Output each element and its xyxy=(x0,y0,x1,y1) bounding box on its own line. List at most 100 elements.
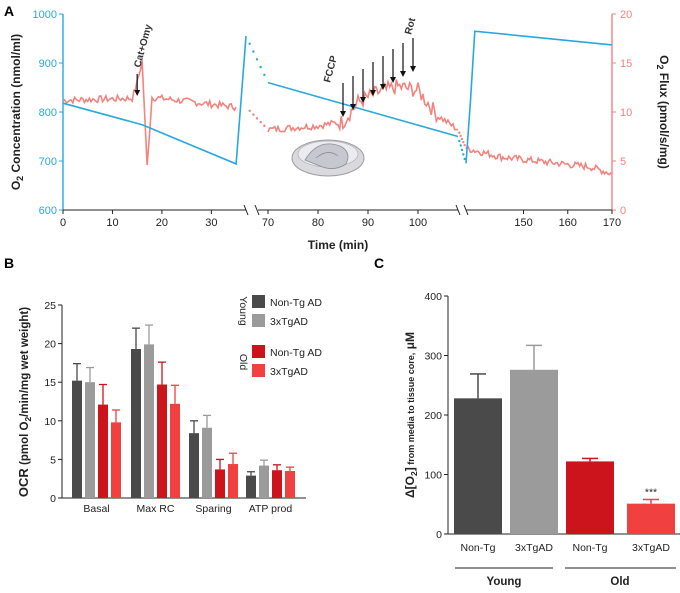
panel-c-bar xyxy=(510,369,558,534)
panel-b-y-tick-label: 15 xyxy=(44,377,56,389)
legend-label: Non-Tg AD xyxy=(270,297,322,309)
panel-b-chart: 0 5 10 15 20 25 Basal Max RC Sparing ATP prod No… xyxy=(16,295,322,515)
x-tick-label: 150 xyxy=(514,217,532,229)
x-tick-label: 0 xyxy=(60,217,66,229)
panel-b-bar xyxy=(144,344,154,498)
panel-a-chart: 600 700 800 900 1000 0 5 10 15 20 0 10 20 30 70 80 90 100… xyxy=(9,9,671,252)
injection-arrowhead xyxy=(400,71,406,77)
panel-b-bar xyxy=(272,470,282,498)
panel-label-b: B xyxy=(4,255,14,271)
panel-b-bar xyxy=(170,403,180,498)
injection-arrowhead xyxy=(350,104,356,110)
legend-swatch xyxy=(252,364,265,377)
gap-dot xyxy=(463,143,466,147)
gap-dot xyxy=(460,148,464,152)
injection-arrowhead xyxy=(360,97,366,103)
legend-label: Non-Tg AD xyxy=(270,347,322,359)
panel-b-bar xyxy=(202,427,212,498)
injection-arrowhead xyxy=(370,90,376,96)
injection-arrowhead xyxy=(134,90,141,96)
legend-label: 3xTgAD xyxy=(270,366,308,378)
tissue-slice-illustration xyxy=(291,139,365,177)
panel-b-category-label: Sparing xyxy=(195,503,231,515)
panel-b-category-label: Max RC xyxy=(137,503,175,515)
panel-c-bar xyxy=(566,461,614,534)
panel-b-y-tick-label: 0 xyxy=(50,493,56,505)
panel-b-bar xyxy=(111,422,121,498)
injection-arrowhead xyxy=(410,66,416,72)
o2-flux-line xyxy=(465,144,613,176)
gap-dot xyxy=(463,157,466,161)
right-y-axis-title: O2 Flux (pmol/s/mg) xyxy=(655,55,671,169)
panel-c-category-label: Non-Tg xyxy=(572,542,607,554)
gap-dot xyxy=(248,109,251,113)
axis-break-2 xyxy=(455,204,469,216)
legend-swatch xyxy=(252,314,265,327)
panel-c-y-tick-label: 200 xyxy=(424,410,442,422)
x-tick-label: 30 xyxy=(205,217,217,229)
injection-arrowhead xyxy=(380,84,386,90)
annotation-rot: Rot xyxy=(403,16,418,36)
annotation-cat-omy: Cat+Omy xyxy=(132,23,154,69)
injection-arrowhead xyxy=(390,77,396,83)
left-y-axis-title: O2 Concentration (nmol/ml) xyxy=(9,34,25,190)
panel-label-a: A xyxy=(4,3,14,19)
o2-flux-line xyxy=(62,60,237,165)
panel-c-category-label: 3xTgAD xyxy=(632,542,670,554)
panel-b-bar xyxy=(72,380,82,498)
panel-b-bar xyxy=(228,464,238,498)
x-axis-title: Time (min) xyxy=(308,238,368,252)
panel-b-bar xyxy=(259,465,269,498)
gap-dot xyxy=(462,140,465,144)
o2-concentration-line xyxy=(62,36,247,166)
panel-b-y-tick-label: 5 xyxy=(50,454,56,466)
gap-dot xyxy=(252,50,255,53)
panel-b-bar xyxy=(285,470,295,498)
gap-dot xyxy=(259,65,262,69)
x-tick-label: 70 xyxy=(262,217,274,229)
x-tick-label: 80 xyxy=(312,217,324,229)
legend-group-young: Young xyxy=(237,296,249,326)
panel-c-category-label: Non-Tg xyxy=(460,542,495,554)
legend-swatch xyxy=(252,345,265,358)
o2-flux-line xyxy=(267,78,458,133)
panel-c-y-axis-title: Δ[O2] from media to tissue core, μM xyxy=(403,332,419,498)
panel-b-bar xyxy=(157,384,167,498)
panel-c-bar xyxy=(454,398,502,534)
left-tick-label: 700 xyxy=(39,156,57,168)
right-tick-label: 5 xyxy=(620,156,626,168)
panel-c-category-label: 3xTgAD xyxy=(515,542,553,554)
panel-b-bar xyxy=(131,349,141,498)
gap-dot xyxy=(459,134,462,138)
gap-dot xyxy=(458,139,461,143)
gap-dot xyxy=(263,124,266,128)
legend-swatch xyxy=(252,295,265,308)
panel-label-c: C xyxy=(374,255,384,271)
legend-group-old: Old xyxy=(237,354,249,371)
panel-c-chart: 0 100 200 300 400 Non-Tg 3xTgAD Non-Tg 3xTgAD **… xyxy=(403,291,680,588)
x-tick-label: 20 xyxy=(156,217,168,229)
left-tick-label: 900 xyxy=(39,58,57,70)
right-tick-label: 0 xyxy=(620,205,626,217)
panel-b-category-label: ATP prod xyxy=(249,503,293,515)
group-label-old: Old xyxy=(610,576,629,588)
gap-dot xyxy=(252,113,255,116)
right-tick-label: 10 xyxy=(620,107,632,119)
gap-dot xyxy=(255,117,259,120)
panel-b-y-tick-label: 20 xyxy=(44,339,56,351)
panel-b-bar xyxy=(98,404,108,498)
group-label-young: Young xyxy=(487,576,522,588)
panel-b-category-label: Basal xyxy=(83,503,109,515)
right-tick-label: 20 xyxy=(620,9,632,21)
panel-b-y-tick-label: 10 xyxy=(44,416,56,428)
panel-c-y-tick-label: 400 xyxy=(424,291,442,303)
left-tick-label: 800 xyxy=(39,107,57,119)
o2-concentration-line xyxy=(267,81,459,138)
panel-c-y-tick-label: 0 xyxy=(436,529,442,541)
o2-concentration-line xyxy=(465,30,613,164)
gap-dot xyxy=(462,153,465,156)
gap-dot xyxy=(259,120,262,124)
left-tick-label: 600 xyxy=(39,205,57,217)
axis-break-1 xyxy=(243,204,260,216)
